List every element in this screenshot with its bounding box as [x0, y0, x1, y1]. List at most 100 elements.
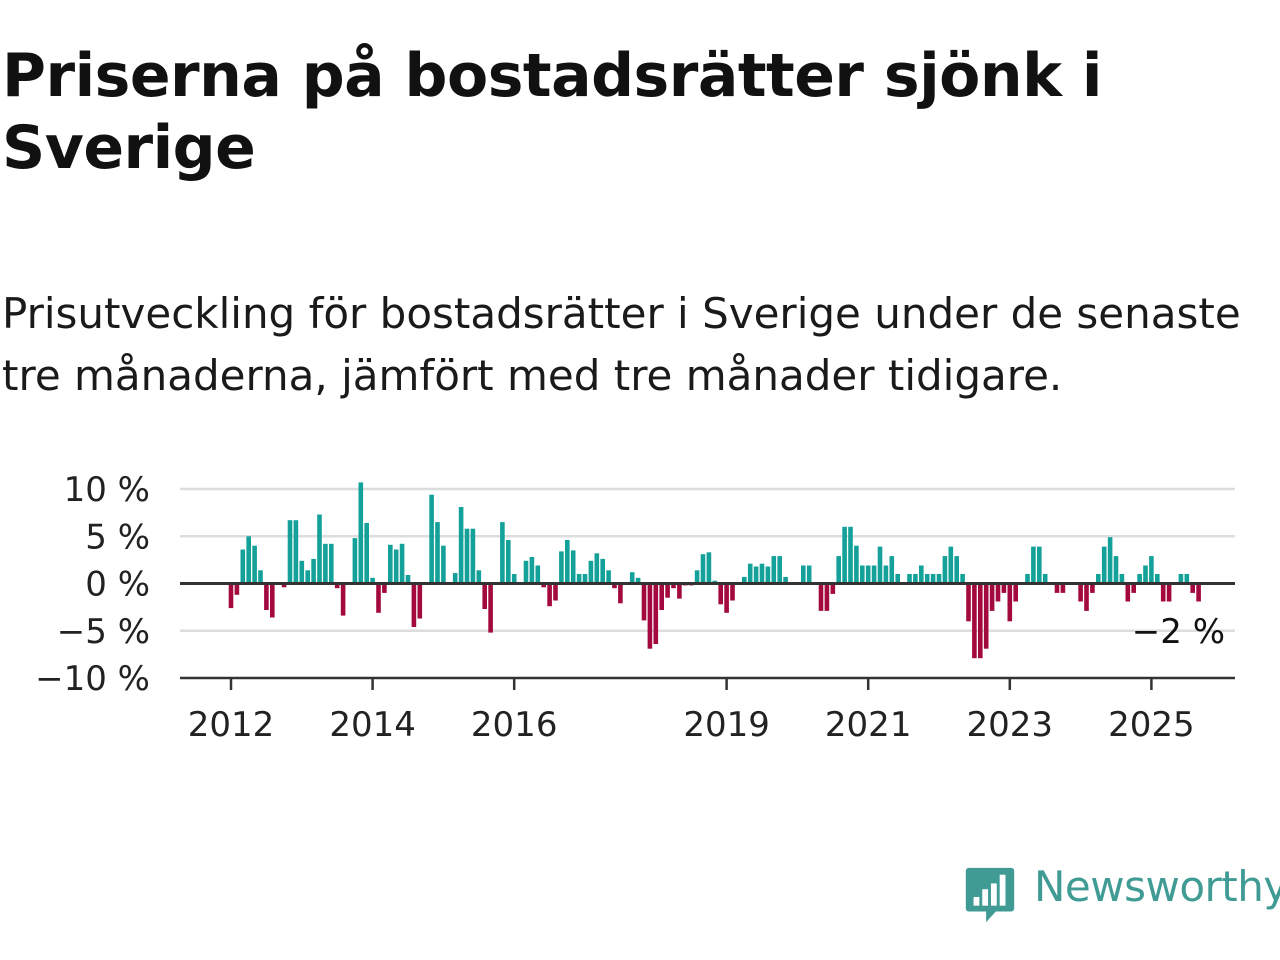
bar: [606, 570, 611, 584]
y-tick-label: 5 %: [85, 517, 150, 557]
x-tick-label: 2023: [967, 705, 1054, 745]
bar: [759, 563, 765, 584]
bar: [742, 576, 747, 584]
bar: [1160, 583, 1166, 602]
bar: [730, 583, 735, 601]
bar: [529, 557, 535, 584]
bar: [724, 583, 729, 613]
bar: [311, 558, 316, 584]
bar: [535, 565, 541, 584]
bar: [1178, 574, 1184, 584]
bar: [511, 574, 517, 584]
bar: [523, 560, 529, 584]
bar: [1096, 574, 1101, 584]
bar-chart: 10 % 5 % 0 % −5 % −10 % 2012 2014 2016 2019 2021 2…: [35, 470, 1235, 745]
bar: [954, 556, 959, 584]
bar: [836, 556, 841, 584]
bar: [665, 583, 670, 598]
bar: [1149, 556, 1154, 584]
bar: [246, 536, 251, 584]
bar: [818, 583, 824, 611]
bar: [488, 583, 493, 633]
brand-name: Newsworthy: [1034, 862, 1280, 911]
bar: [671, 583, 676, 589]
bar: [865, 565, 871, 584]
bar: [547, 583, 552, 607]
bar: [1037, 546, 1042, 584]
bar: [1196, 583, 1201, 602]
bar: [470, 528, 476, 584]
chart-subtitle: Prisutveckling för bostadsrätter i Sveri…: [2, 289, 1241, 400]
bar: [352, 538, 358, 584]
bar: [907, 574, 912, 584]
bar: [376, 583, 381, 613]
bar: [382, 583, 387, 593]
bar: [429, 494, 434, 584]
bar: [647, 583, 653, 649]
bar: [594, 553, 600, 584]
bar: [753, 566, 759, 584]
x-tick-label: 2012: [188, 705, 275, 745]
bar: [777, 556, 782, 584]
bar: [393, 549, 399, 584]
bar: [801, 565, 806, 584]
bar: [1184, 574, 1190, 584]
bar: [783, 576, 788, 584]
bar: [1113, 556, 1119, 584]
bar: [293, 520, 299, 584]
y-tick-label: −5 %: [57, 612, 150, 652]
bar: [978, 583, 983, 659]
x-tick-label: 2016: [471, 705, 558, 745]
bar: [240, 549, 246, 584]
bar: [329, 543, 334, 584]
bar: [600, 558, 605, 584]
bar: [553, 583, 558, 601]
bar: [706, 552, 712, 584]
bar: [871, 565, 877, 584]
x-tick-label: 2021: [825, 705, 912, 745]
bar: [659, 583, 664, 610]
bar: [305, 570, 310, 584]
bar: [842, 526, 847, 584]
bar: [441, 545, 446, 584]
bar: [234, 583, 240, 595]
bar: [340, 583, 346, 616]
bar: [258, 570, 263, 584]
bar: [989, 583, 995, 611]
bar: [1025, 574, 1030, 584]
bar: [482, 583, 487, 609]
bar: [1190, 583, 1195, 593]
bar: [972, 583, 977, 659]
bar: [694, 570, 700, 584]
bar: [1001, 583, 1007, 593]
x-tick-label: 2019: [683, 705, 770, 745]
bar: [960, 574, 965, 584]
bar: [1131, 583, 1136, 593]
bar: [299, 560, 305, 584]
bar: [700, 554, 706, 584]
bar: [618, 583, 623, 604]
bar: [570, 550, 576, 584]
bar: [806, 565, 812, 584]
bar: [541, 583, 546, 588]
bar: [635, 577, 641, 584]
bar: [641, 583, 647, 621]
bar: [452, 573, 458, 584]
bar: [1013, 583, 1018, 602]
newsworthy-logo-icon: [965, 867, 1015, 923]
bar: [506, 540, 511, 584]
bar: [854, 545, 859, 584]
bar: [464, 528, 470, 584]
bar: [824, 583, 830, 611]
bar: [576, 574, 582, 584]
bar: [1107, 537, 1113, 584]
bar: [1155, 574, 1160, 584]
bar: [983, 583, 989, 649]
bar: [287, 520, 293, 584]
x-tick-label: 2014: [329, 705, 416, 745]
bar: [588, 560, 594, 584]
bar: [883, 565, 889, 584]
bar: [848, 526, 853, 584]
bar: [930, 574, 936, 584]
bar: [913, 574, 918, 584]
